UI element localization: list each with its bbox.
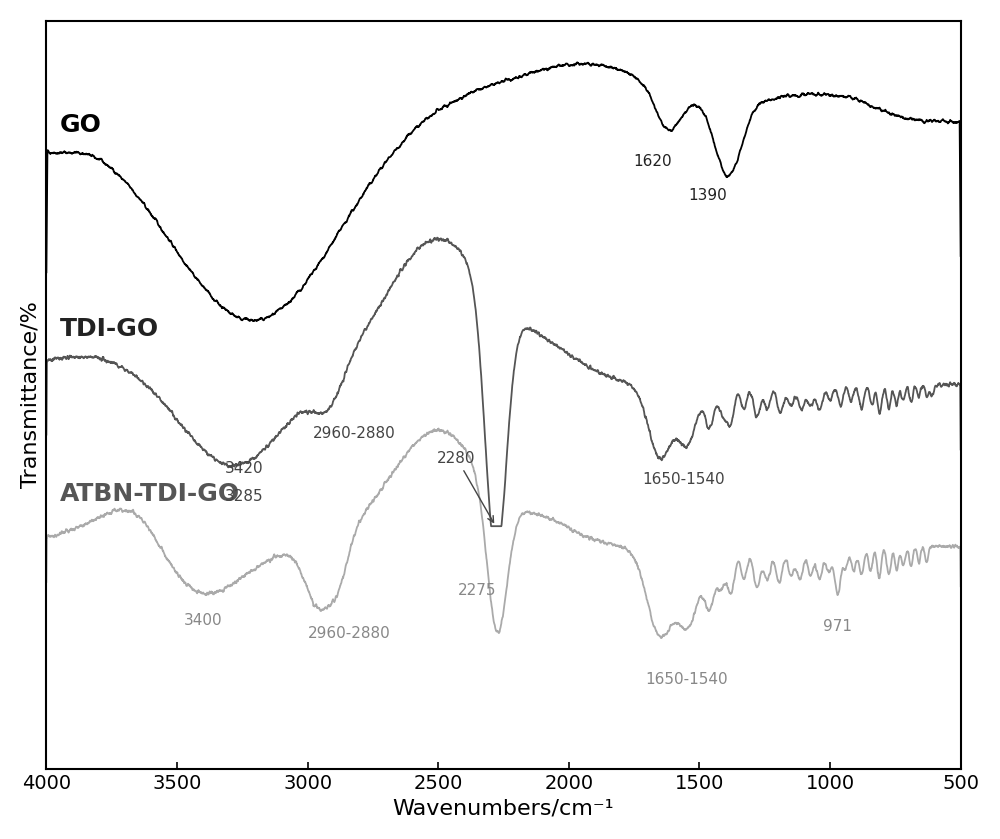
Text: 2960-2880: 2960-2880	[308, 626, 391, 641]
Text: ATBN-TDI-GO: ATBN-TDI-GO	[59, 482, 240, 506]
Text: 1390: 1390	[688, 189, 727, 203]
Text: 1620: 1620	[633, 154, 672, 169]
Text: 971: 971	[823, 619, 852, 634]
Y-axis label: Transmittance/%: Transmittance/%	[21, 301, 41, 488]
Text: 3420: 3420	[225, 461, 263, 477]
Text: 1650-1540: 1650-1540	[642, 472, 725, 487]
Text: GO: GO	[59, 113, 101, 137]
Text: 2275: 2275	[458, 583, 497, 598]
X-axis label: Wavenumbers/cm⁻¹: Wavenumbers/cm⁻¹	[393, 798, 614, 818]
Text: 3285: 3285	[225, 489, 263, 504]
Text: 2960-2880: 2960-2880	[313, 425, 396, 440]
Text: 3400: 3400	[184, 612, 222, 628]
Text: TDI-GO: TDI-GO	[59, 317, 159, 341]
Text: 2280: 2280	[437, 451, 494, 523]
Text: 1650-1540: 1650-1540	[645, 672, 728, 686]
